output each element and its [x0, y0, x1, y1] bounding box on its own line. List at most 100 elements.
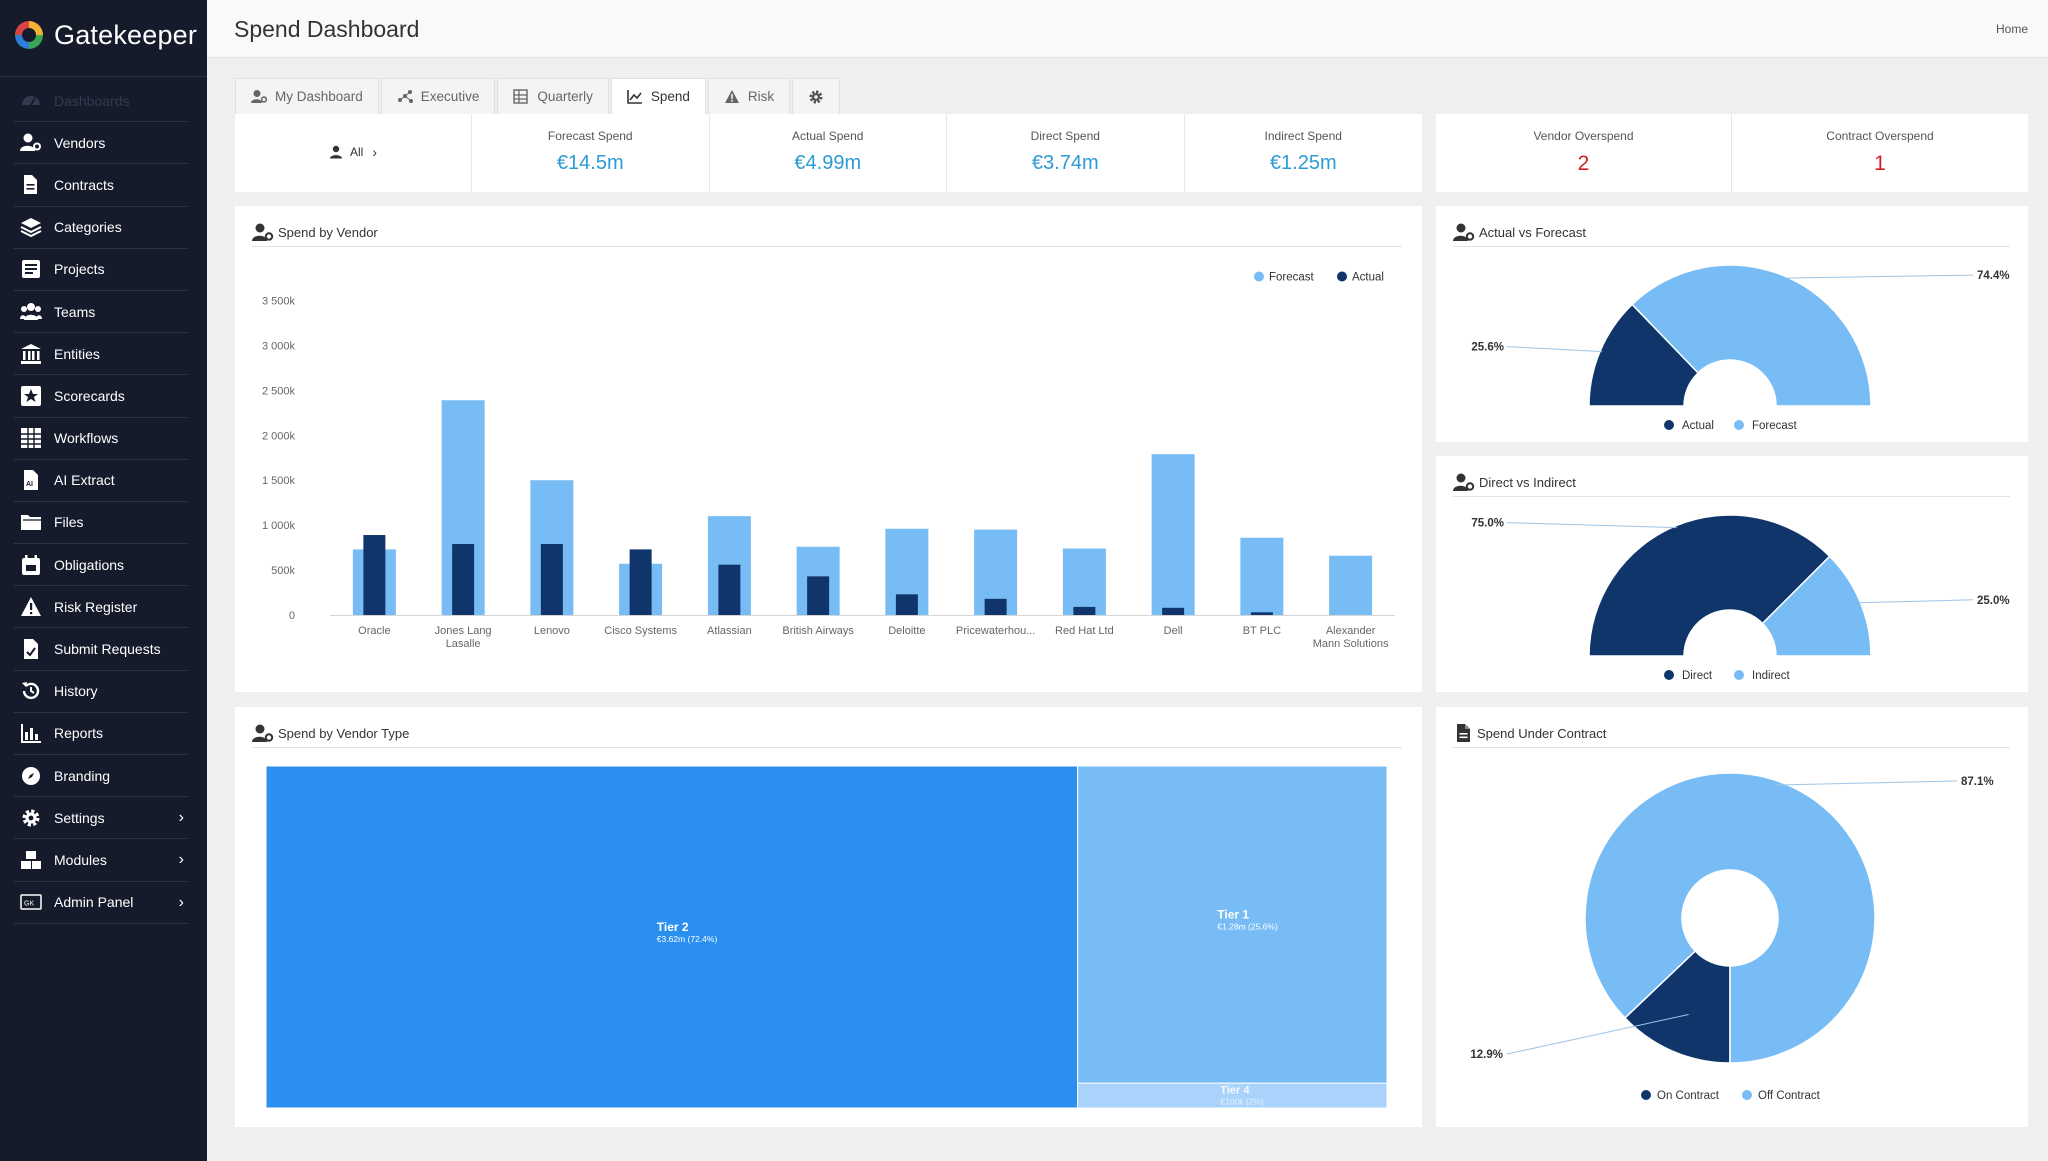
sidebar-item-workflows[interactable]: Workflows: [14, 418, 188, 460]
tab-executive[interactable]: Executive: [380, 78, 496, 114]
sidebar-item-label: Entities: [54, 345, 100, 362]
kpi-indirect-spend[interactable]: Indirect Spend €1.25m: [1185, 114, 1423, 192]
sidebar-item-teams[interactable]: Teams: [14, 291, 188, 334]
kpi-value: 2: [1577, 152, 1590, 175]
history-icon: [20, 680, 42, 702]
slice-forecast[interactable]: [1631, 264, 1872, 407]
y-tick-label: 0: [289, 610, 295, 622]
sidebar-item-branding[interactable]: Branding: [14, 755, 188, 798]
legend-label: Forecast: [1752, 420, 1798, 432]
bank-icon: [20, 343, 42, 365]
kpi-card: All › Forecast Spend €14.5m Actual Spend €4…: [235, 114, 1422, 192]
sidebar-item-ai-extract[interactable]: AI AI Extract: [14, 460, 188, 502]
bar-actual[interactable]: [984, 598, 1007, 615]
x-tick-label: British Airways: [782, 625, 854, 637]
filter-all[interactable]: All ›: [235, 144, 471, 160]
bar-forecast[interactable]: [1240, 537, 1284, 615]
sidebar-item-risk-register[interactable]: Risk Register: [14, 586, 188, 629]
slice-indirect[interactable]: [1761, 555, 1872, 657]
tab-my-dashboard[interactable]: My Dashboard: [235, 78, 379, 114]
tab-spend[interactable]: Spend: [610, 78, 706, 114]
bar-actual[interactable]: [1162, 607, 1185, 615]
svg-text:AI: AI: [26, 481, 33, 488]
kpi-actual-spend[interactable]: Actual Spend €4.99m: [710, 114, 947, 192]
slice-direct[interactable]: [1588, 514, 1831, 657]
legend-marker: [1734, 670, 1744, 680]
bar-actual[interactable]: [895, 594, 918, 615]
sidebar-item-label: Contracts: [54, 176, 114, 193]
tab-label: My Dashboard: [275, 89, 363, 104]
card-divider: [1453, 496, 2010, 497]
sidebar-item-categories[interactable]: Categories: [14, 207, 188, 249]
kpi-value: €1.25m: [1269, 152, 1337, 174]
sidebar-item-history[interactable]: History: [14, 671, 188, 713]
bar-actual[interactable]: [629, 549, 652, 615]
sidebar-item-modules[interactable]: Modules ›: [14, 839, 188, 882]
sidebar-item-dashboards[interactable]: Dashboards: [14, 80, 188, 123]
slice-actual[interactable]: [1588, 303, 1700, 407]
slice-value-label: 75.0%: [1471, 518, 1504, 530]
sidebar-item-admin-panel[interactable]: GK Admin Panel ›: [14, 882, 188, 924]
treemap-cell-tier-2[interactable]: [265, 765, 1079, 1109]
legend-label: Actual: [1682, 420, 1714, 432]
treemap-cell-tier-4[interactable]: [1077, 1082, 1388, 1109]
app-logo[interactable]: Gatekeeper: [12, 18, 197, 52]
x-tick-label: Mann Solutions: [1313, 638, 1389, 650]
sidebar-item-label: Vendors: [54, 134, 106, 151]
tab-label: Quarterly: [537, 89, 593, 104]
filter-cell[interactable]: All ›: [235, 114, 472, 192]
kpi-value: €14.5m: [556, 152, 624, 174]
sidebar-item-obligations[interactable]: Obligations: [14, 544, 188, 587]
bar-actual[interactable]: [363, 535, 386, 615]
bar-actual[interactable]: [1250, 612, 1273, 615]
sidebar-item-files[interactable]: Files: [14, 502, 188, 545]
tab-quarterly[interactable]: Quarterly: [497, 78, 609, 114]
slice-on-contract[interactable]: [1623, 950, 1731, 1064]
app-name: Gatekeeper: [54, 19, 198, 50]
sidebar-item-label: Submit Requests: [54, 641, 161, 658]
kpi-contract-overspend[interactable]: Contract Overspend 1: [1732, 114, 2028, 192]
breadcrumb-home-link[interactable]: Home: [1995, 22, 2028, 36]
sidebar-item-vendors[interactable]: Vendors: [14, 122, 188, 165]
treemap-value-label: €1.28m (25.6%): [1217, 922, 1278, 932]
sidebar-item-projects[interactable]: Projects: [14, 249, 188, 291]
sidebar-item-label: History: [54, 683, 98, 700]
tab-settings[interactable]: [792, 78, 841, 114]
slice-off-contract[interactable]: [1584, 772, 1876, 1064]
sidebar: Gatekeeper Dashboards Vendors Contracts Cat…: [0, 0, 207, 1161]
sidebar-item-scorecards[interactable]: Scorecards: [14, 375, 188, 418]
user-cog-icon: [1453, 473, 1475, 491]
slice-value-label: 25.6%: [1471, 342, 1504, 354]
legend-actual-label: Actual: [1352, 272, 1384, 284]
bar-actual[interactable]: [452, 544, 475, 615]
sidebar-item-reports[interactable]: Reports: [14, 713, 188, 755]
kpi-direct-spend[interactable]: Direct Spend €3.74m: [947, 114, 1185, 192]
direct-vs-indirect-card: Direct vs Indirect 75.0% 25.0% Direct Indir…: [1436, 456, 2028, 692]
kpi-vendor-overspend[interactable]: Vendor Overspend 2: [1436, 114, 1732, 192]
user-cog-icon: [251, 89, 275, 105]
logo-divider: [0, 76, 207, 77]
bar-forecast[interactable]: [1062, 548, 1106, 615]
sidebar-item-contracts[interactable]: Contracts: [14, 164, 188, 207]
legend-marker: [1664, 670, 1674, 680]
bar-actual[interactable]: [540, 544, 563, 615]
slice-value-label: 12.9%: [1470, 1049, 1503, 1061]
sidebar-item-submit-requests[interactable]: Submit Requests: [14, 628, 188, 671]
sidebar-item-settings[interactable]: Settings ›: [14, 797, 188, 840]
user-cog-icon: [252, 724, 274, 742]
bar-forecast[interactable]: [1329, 555, 1373, 615]
kpi-forecast-spend[interactable]: Forecast Spend €14.5m: [472, 114, 710, 192]
card-divider: [1453, 747, 2010, 748]
bar-actual[interactable]: [807, 576, 830, 615]
tab-risk[interactable]: Risk: [707, 78, 791, 114]
file-submit-icon: [20, 638, 42, 660]
sidebar-item-label: Branding: [54, 767, 111, 784]
svg-text:GK: GK: [24, 901, 34, 908]
bar-actual[interactable]: [718, 564, 741, 615]
slice-value-label: 74.4%: [1977, 270, 2010, 282]
bar-forecast[interactable]: [1151, 454, 1195, 615]
bar-actual[interactable]: [1073, 606, 1096, 615]
treemap-cell-tier-1[interactable]: [1077, 765, 1388, 1084]
card-divider: [252, 246, 1402, 247]
sidebar-item-entities[interactable]: Entities: [14, 333, 188, 376]
